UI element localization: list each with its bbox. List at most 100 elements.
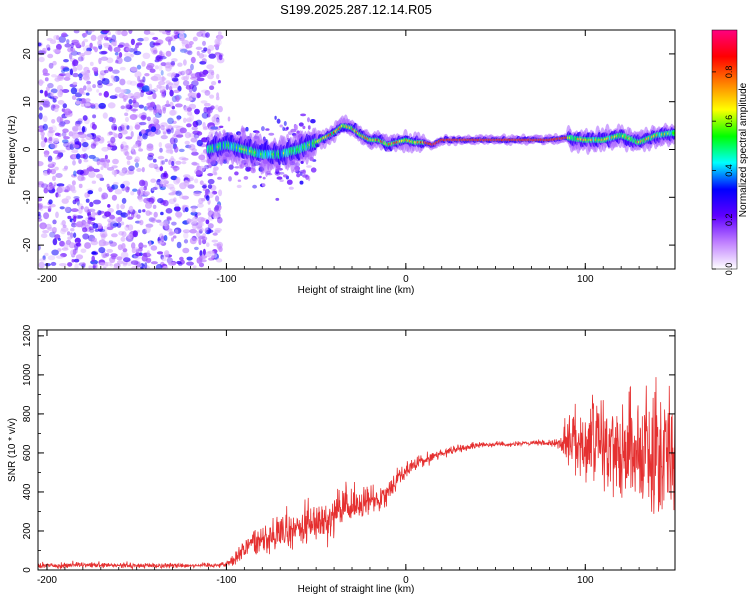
spectrogram-noise-cell xyxy=(190,63,194,71)
spectrogram-noise-cell xyxy=(184,140,190,145)
snr-xlabel: Height of straight line (km) xyxy=(298,584,415,595)
spectrogram-noise-cell xyxy=(190,73,198,78)
spectrogram-noise-cell xyxy=(196,230,201,238)
spectrogram-noise-cell xyxy=(93,168,100,173)
spectrogram-noise-cell xyxy=(126,155,133,160)
spectrogram-noise-cell xyxy=(67,236,72,240)
spectrogram-noise-cell xyxy=(78,207,83,214)
spectrogram-noise-cell xyxy=(47,155,53,163)
spectrogram-noise-cell xyxy=(183,232,189,239)
spectrogram-noise-cell xyxy=(212,167,217,174)
spectrogram-noise-cell xyxy=(46,168,51,175)
spectrogram-noise-cell xyxy=(196,131,203,136)
spectrogram-noise-cell xyxy=(218,54,223,61)
spectrogram-xlabel: Height of straight line (km) xyxy=(298,285,415,296)
spectrogram-noise-cell xyxy=(217,35,222,42)
spectrogram-noise-cell xyxy=(73,196,80,200)
spectrogram-noise-cell xyxy=(52,227,57,231)
spectrogram-noise-cell xyxy=(44,137,48,143)
spectrogram-noise-cell xyxy=(137,189,141,196)
spectrogram-noise-cell xyxy=(178,33,185,39)
spectrogram-noise-cell xyxy=(200,100,208,104)
spectrogram-noise-cell xyxy=(187,177,194,182)
spectrogram-noise-cell xyxy=(118,216,123,220)
spectrogram-noise-cell xyxy=(76,64,83,71)
spectrogram-noise-cell xyxy=(139,121,147,126)
spectrogram-noise-cell xyxy=(104,154,108,160)
spectrogram-noise-cell xyxy=(143,244,148,248)
spectrogram-noise-cell xyxy=(166,31,171,36)
spectrogram-noise-cell xyxy=(51,249,59,256)
spectrogram-noise-cell xyxy=(187,184,195,189)
spectrogram-noise-cell xyxy=(161,160,165,165)
spectrogram-noise-cell xyxy=(265,128,270,131)
spectrogram-noise-cell xyxy=(123,56,132,63)
spectrogram-noise-cell xyxy=(152,117,157,122)
spectrogram-noise-cell xyxy=(69,68,74,76)
spectrogram-noise-cell xyxy=(75,221,84,228)
spectrogram-noise-cell xyxy=(112,222,119,227)
spectrogram-noise-cell xyxy=(84,70,89,78)
spectrogram-noise-cell xyxy=(62,224,67,228)
spectrogram-noise-cell xyxy=(85,103,91,107)
spectrogram-noise-cell xyxy=(103,91,110,98)
spectrogram-xtick-label: -200 xyxy=(37,274,57,285)
spectrogram-ylabel: Frequency (Hz) xyxy=(7,116,18,185)
spectrogram-noise-cell xyxy=(203,47,208,52)
spectrogram-noise-cell xyxy=(61,32,68,38)
spectrogram-noise-cell xyxy=(201,185,207,189)
spectrogram-noise-cell xyxy=(276,118,281,124)
spectrogram-noise-cell xyxy=(88,171,96,178)
spectrogram-noise-cell xyxy=(87,30,95,33)
spectrogram-noise-cell xyxy=(279,179,284,183)
spectrogram-noise-cell xyxy=(258,175,262,179)
spectrogram-noise-cell xyxy=(202,248,206,256)
spectrogram-noise-cell xyxy=(172,125,181,129)
spectrogram-noise-cell xyxy=(65,206,72,214)
spectrogram-noise-cell xyxy=(160,235,165,243)
spectrogram-noise-cell xyxy=(217,31,222,36)
spectrogram-noise-cell xyxy=(64,185,71,193)
spectrogram-noise-cell xyxy=(52,48,61,53)
spectrogram-noise-cell xyxy=(191,221,199,226)
spectrogram-noise-cell xyxy=(71,39,79,43)
spectrogram-noise-cell xyxy=(282,126,285,131)
spectrogram-xtick-label: 0 xyxy=(403,274,409,285)
spectrogram-noise-cell xyxy=(100,233,106,241)
spectrogram-noise-cell xyxy=(109,221,118,229)
spectrogram-noise-cell xyxy=(158,64,163,71)
spectrogram-noise-cell xyxy=(60,227,69,232)
spectrogram-noise-cell xyxy=(164,103,171,107)
spectrogram-noise-cell xyxy=(146,62,155,69)
spectrogram-noise-cell xyxy=(149,32,155,36)
spectrogram-noise-cell xyxy=(191,126,198,131)
spectrogram-noise-cell xyxy=(81,32,88,38)
spectrogram-noise-cell xyxy=(191,223,198,230)
spectrogram-noise-cell xyxy=(81,41,86,48)
spectrogram-noise-cell xyxy=(124,42,130,48)
spectrogram-noise-cell xyxy=(174,229,179,235)
spectrogram-noise-cell xyxy=(80,248,87,254)
spectrogram-noise-cell xyxy=(204,90,211,96)
spectrogram-noise-cell xyxy=(62,139,69,144)
spectrogram-noise-cell xyxy=(165,84,169,90)
spectrogram-noise-cell xyxy=(126,160,131,166)
spectrogram-noise-cell xyxy=(117,44,124,48)
spectrogram-noise-cell xyxy=(135,252,142,257)
colorbar-tick-label: 0.2 xyxy=(724,213,734,226)
spectrogram-noise-cell xyxy=(169,101,174,108)
spectrogram-noise-cell xyxy=(69,143,75,150)
spectrogram-noise-cell xyxy=(148,240,152,247)
spectrogram-noise-cell xyxy=(102,241,110,246)
spectrogram-noise-cell xyxy=(129,80,138,86)
spectrogram-noise-cell xyxy=(42,47,47,55)
spectrogram-noise-cell xyxy=(196,92,201,99)
spectrogram-noise-cell xyxy=(160,124,165,131)
spectrogram-noise-cell xyxy=(171,77,179,82)
spectrogram-noise-cell xyxy=(214,126,221,131)
spectrogram-noise-cell xyxy=(179,48,188,53)
spectrogram-noise-cell xyxy=(178,192,184,199)
spectrogram-noise-cell xyxy=(73,258,80,263)
colorbar-tick-label: 0.6 xyxy=(724,115,734,128)
